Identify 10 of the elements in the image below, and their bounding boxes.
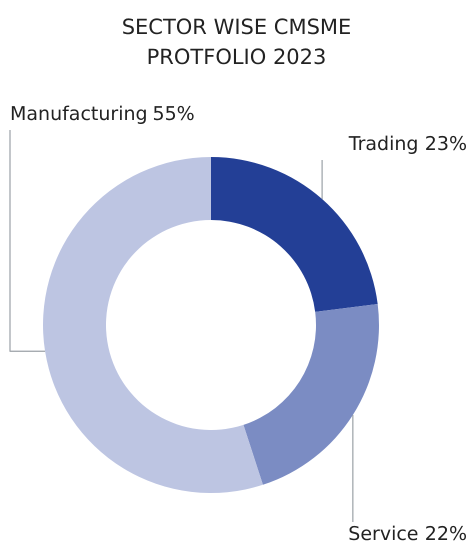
data-label: 23% — [424, 133, 467, 155]
donut-slice — [243, 304, 379, 485]
slice-label: Manufacturing — [10, 103, 148, 125]
slice-label: Trading — [348, 133, 418, 155]
chart-title: SECTOR WISE CMSME PROTFOLIO 2023 — [122, 15, 352, 69]
slice-label: Service — [348, 523, 418, 545]
data-label: 55% — [152, 103, 195, 125]
donut-slice — [211, 157, 378, 312]
data-label: 22% — [424, 523, 467, 545]
donut-slice — [43, 157, 263, 493]
